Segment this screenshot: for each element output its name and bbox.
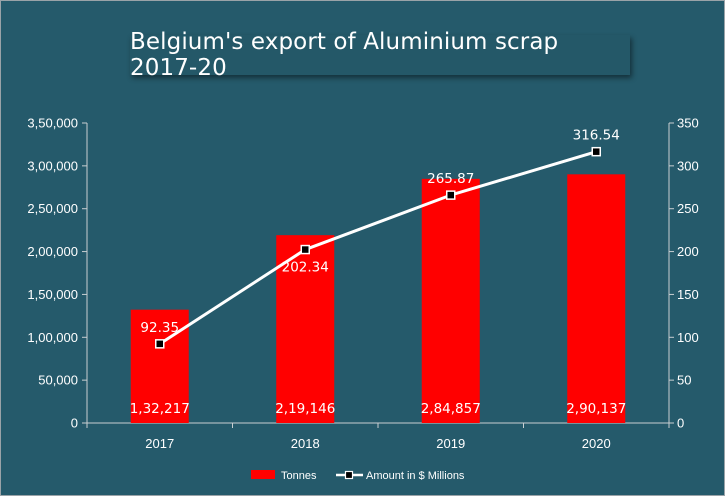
y-right-tick-label: 150 xyxy=(677,287,699,302)
line-data-label: 265.87 xyxy=(427,171,474,187)
line-point-marker xyxy=(446,190,456,200)
axes: 0 50,000 1,00,000 1,50,000 2,00,000 2,50,000 3… xyxy=(27,116,698,452)
y-left-tick-label: 50,000 xyxy=(38,373,78,388)
bar-data-label: 2,90,137 xyxy=(566,401,626,417)
bar xyxy=(130,309,189,423)
chart-title: Belgium's export of Aluminium scrap 2017… xyxy=(130,29,559,81)
chart-title-box: Belgium's export of Aluminium scrap 2017… xyxy=(130,29,630,81)
bar xyxy=(276,235,335,423)
y-left-tick-label: 1,50,000 xyxy=(27,287,78,302)
bar-data-label: 1,32,217 xyxy=(130,401,190,417)
y-left-tick-label: 2,00,000 xyxy=(27,244,78,259)
x-tick-label: 2017 xyxy=(145,436,174,451)
y-right-tick-label: 250 xyxy=(677,201,699,216)
y-left-tick-label: 1,00,000 xyxy=(27,330,78,345)
y-right-tick-label: 0 xyxy=(677,416,684,431)
legend-label-amount: Amount in $ Millions xyxy=(366,470,465,482)
y-right-tick-label: 350 xyxy=(677,116,699,131)
line-point-marker xyxy=(155,339,165,349)
line-data-label: 202.34 xyxy=(282,260,329,276)
legend-swatch-tonnes xyxy=(251,470,275,479)
y-left-tick-label: 3,50,000 xyxy=(27,116,78,131)
line-series-amount xyxy=(155,146,601,349)
legend-label-tonnes: Tonnes xyxy=(281,470,317,482)
y-right-tick-label: 300 xyxy=(677,158,699,173)
line-point-marker xyxy=(300,244,310,255)
line-point-marker xyxy=(591,146,601,157)
x-tick-label: 2019 xyxy=(436,436,465,451)
y-left-tick-label: 2,50,000 xyxy=(27,201,78,216)
y-right-tick-label: 200 xyxy=(677,244,699,259)
x-tick-label: 2020 xyxy=(582,436,611,451)
bar xyxy=(421,178,480,423)
x-tick-label: 2018 xyxy=(291,436,320,451)
y-right-tick-label: 50 xyxy=(677,373,691,388)
bar-data-label: 2,19,146 xyxy=(275,401,335,417)
bar-series-tonnes xyxy=(130,174,626,423)
legend-swatch-marker xyxy=(344,470,354,480)
line-data-label: 92.35 xyxy=(140,320,179,336)
legend: Tonnes Amount in $ Millions xyxy=(251,470,465,482)
bar xyxy=(567,174,626,423)
y-left-tick-label: 0 xyxy=(71,416,78,431)
series-line xyxy=(158,150,597,346)
bar-data-label: 2,84,857 xyxy=(421,401,481,417)
line-data-label: 316.54 xyxy=(573,128,620,144)
data-labels: 1,32,217 2,19,146 2,84,857 2,90,137 92.35 202… xyxy=(130,128,627,417)
y-right-tick-label: 100 xyxy=(677,330,699,345)
y-left-tick-label: 3,00,000 xyxy=(27,158,78,173)
